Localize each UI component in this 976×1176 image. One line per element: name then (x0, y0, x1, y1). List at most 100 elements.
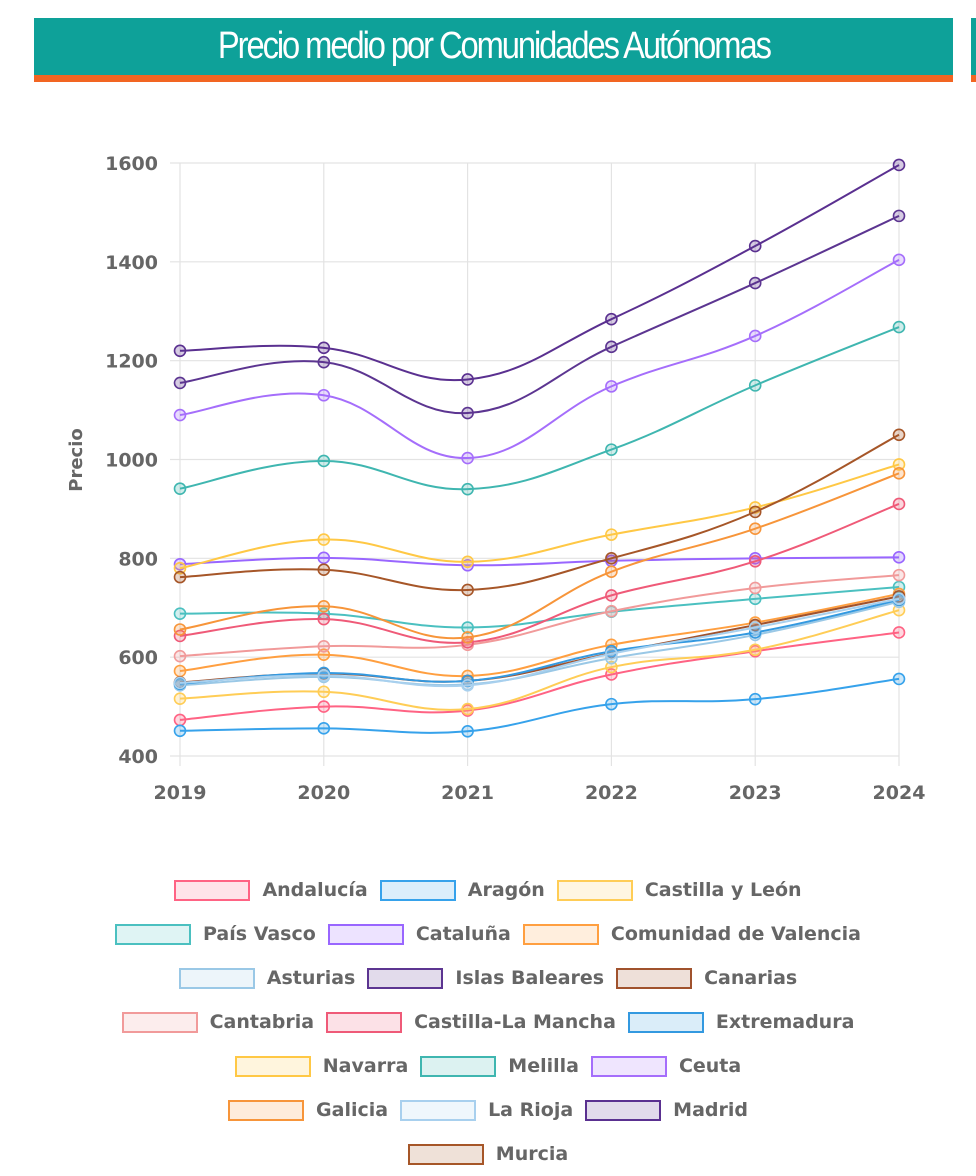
data-point[interactable] (317, 454, 331, 468)
data-point[interactable] (748, 554, 762, 568)
data-point[interactable] (892, 672, 906, 686)
data-point[interactable] (173, 713, 187, 727)
data-point[interactable] (748, 621, 762, 634)
data-point[interactable] (173, 570, 187, 584)
legend-item[interactable]: Galicia (228, 1099, 388, 1121)
data-point[interactable] (317, 551, 331, 565)
data-point[interactable] (892, 467, 906, 480)
data-point[interactable] (461, 373, 474, 386)
legend-item[interactable]: Castilla y León (556, 879, 802, 901)
data-point[interactable] (748, 522, 762, 535)
data-point[interactable] (173, 692, 187, 705)
data-point[interactable] (605, 340, 618, 354)
line-chart: 2019 2020 2021 2022 2023 2024 400 600 800 1000 12… (66, 153, 925, 804)
legend-item[interactable]: Madrid (585, 1099, 748, 1121)
legend-item[interactable]: La Rioja (400, 1099, 573, 1121)
data-point[interactable] (461, 724, 474, 738)
data-point[interactable] (173, 376, 187, 390)
data-point[interactable] (461, 583, 474, 597)
data-point[interactable] (605, 528, 618, 541)
data-point[interactable] (317, 639, 331, 653)
data-point[interactable] (892, 551, 906, 564)
data-point[interactable] (317, 341, 331, 355)
data-point[interactable] (605, 552, 618, 565)
data-point[interactable] (461, 451, 474, 465)
data-point[interactable] (892, 253, 906, 267)
legend-item[interactable]: Extremadura (627, 1011, 854, 1033)
data-point[interactable] (173, 607, 187, 620)
data-point[interactable] (892, 626, 906, 639)
data-point[interactable] (892, 158, 906, 172)
legend-item[interactable]: Ceuta (590, 1055, 741, 1077)
data-point[interactable] (605, 443, 618, 456)
legend-item[interactable]: Andalucía (174, 879, 368, 901)
legend-item[interactable]: Islas Baleares (367, 967, 604, 989)
legend-item[interactable]: Cantabria (121, 1011, 314, 1033)
data-point[interactable] (892, 592, 906, 606)
data-point[interactable] (461, 555, 474, 569)
data-point[interactable] (173, 724, 187, 738)
data-point[interactable] (173, 649, 187, 663)
data-point[interactable] (317, 599, 331, 613)
data-point[interactable] (173, 629, 187, 643)
data-point[interactable] (317, 685, 331, 699)
legend-item[interactable]: Navarra (234, 1055, 408, 1077)
data-point[interactable] (173, 676, 187, 690)
legend-item[interactable]: Aragón (379, 879, 545, 901)
data-point[interactable] (605, 604, 618, 618)
series-Castilla y León (173, 603, 906, 716)
data-point[interactable] (605, 565, 618, 578)
data-point[interactable] (461, 406, 474, 420)
data-point[interactable] (461, 674, 474, 688)
data-point[interactable] (605, 589, 618, 602)
data-point[interactable] (173, 344, 187, 358)
data-point[interactable] (317, 533, 331, 546)
data-point[interactable] (748, 505, 762, 519)
data-point[interactable] (748, 239, 762, 253)
data-point[interactable] (317, 669, 331, 682)
data-point[interactable] (748, 643, 762, 657)
data-point[interactable] (173, 408, 187, 422)
data-point[interactable] (317, 700, 331, 713)
legend-item[interactable]: Murcia (407, 1143, 568, 1165)
data-point[interactable] (748, 581, 762, 595)
data-point[interactable] (605, 697, 618, 711)
data-point[interactable] (892, 320, 906, 334)
data-point[interactable] (892, 209, 906, 223)
data-point[interactable] (748, 329, 762, 343)
data-point[interactable] (173, 664, 187, 678)
legend-item[interactable]: País Vasco (115, 923, 316, 945)
data-point[interactable] (461, 621, 474, 634)
data-point[interactable] (317, 722, 331, 735)
data-point[interactable] (173, 561, 187, 575)
legend-item[interactable]: Canarias (616, 967, 797, 989)
data-point[interactable] (173, 623, 187, 636)
data-point[interactable] (748, 379, 762, 392)
data-point[interactable] (461, 679, 474, 692)
data-point[interactable] (892, 428, 906, 442)
data-point[interactable] (317, 355, 331, 369)
data-point[interactable] (605, 660, 618, 674)
data-point[interactable] (317, 563, 331, 576)
data-point[interactable] (748, 592, 762, 606)
data-point[interactable] (317, 388, 331, 402)
data-point[interactable] (461, 482, 474, 496)
data-point[interactable] (605, 312, 618, 326)
legend-swatch (556, 879, 633, 901)
data-point[interactable] (748, 276, 762, 290)
data-point[interactable] (461, 631, 474, 644)
legend-item[interactable]: Castilla-La Mancha (326, 1011, 616, 1033)
data-point[interactable] (892, 458, 906, 471)
legend-item[interactable]: Melilla (420, 1055, 579, 1077)
data-point[interactable] (461, 702, 474, 716)
data-point[interactable] (892, 568, 906, 582)
data-point[interactable] (892, 497, 906, 511)
data-point[interactable] (317, 612, 331, 626)
legend-item[interactable]: Asturias (178, 967, 355, 989)
data-point[interactable] (173, 482, 187, 495)
legend-item[interactable]: Cataluña (327, 923, 511, 945)
legend-item[interactable]: Comunidad de Valencia (522, 923, 861, 945)
data-point[interactable] (605, 647, 618, 661)
data-point[interactable] (748, 692, 762, 706)
data-point[interactable] (605, 380, 618, 393)
